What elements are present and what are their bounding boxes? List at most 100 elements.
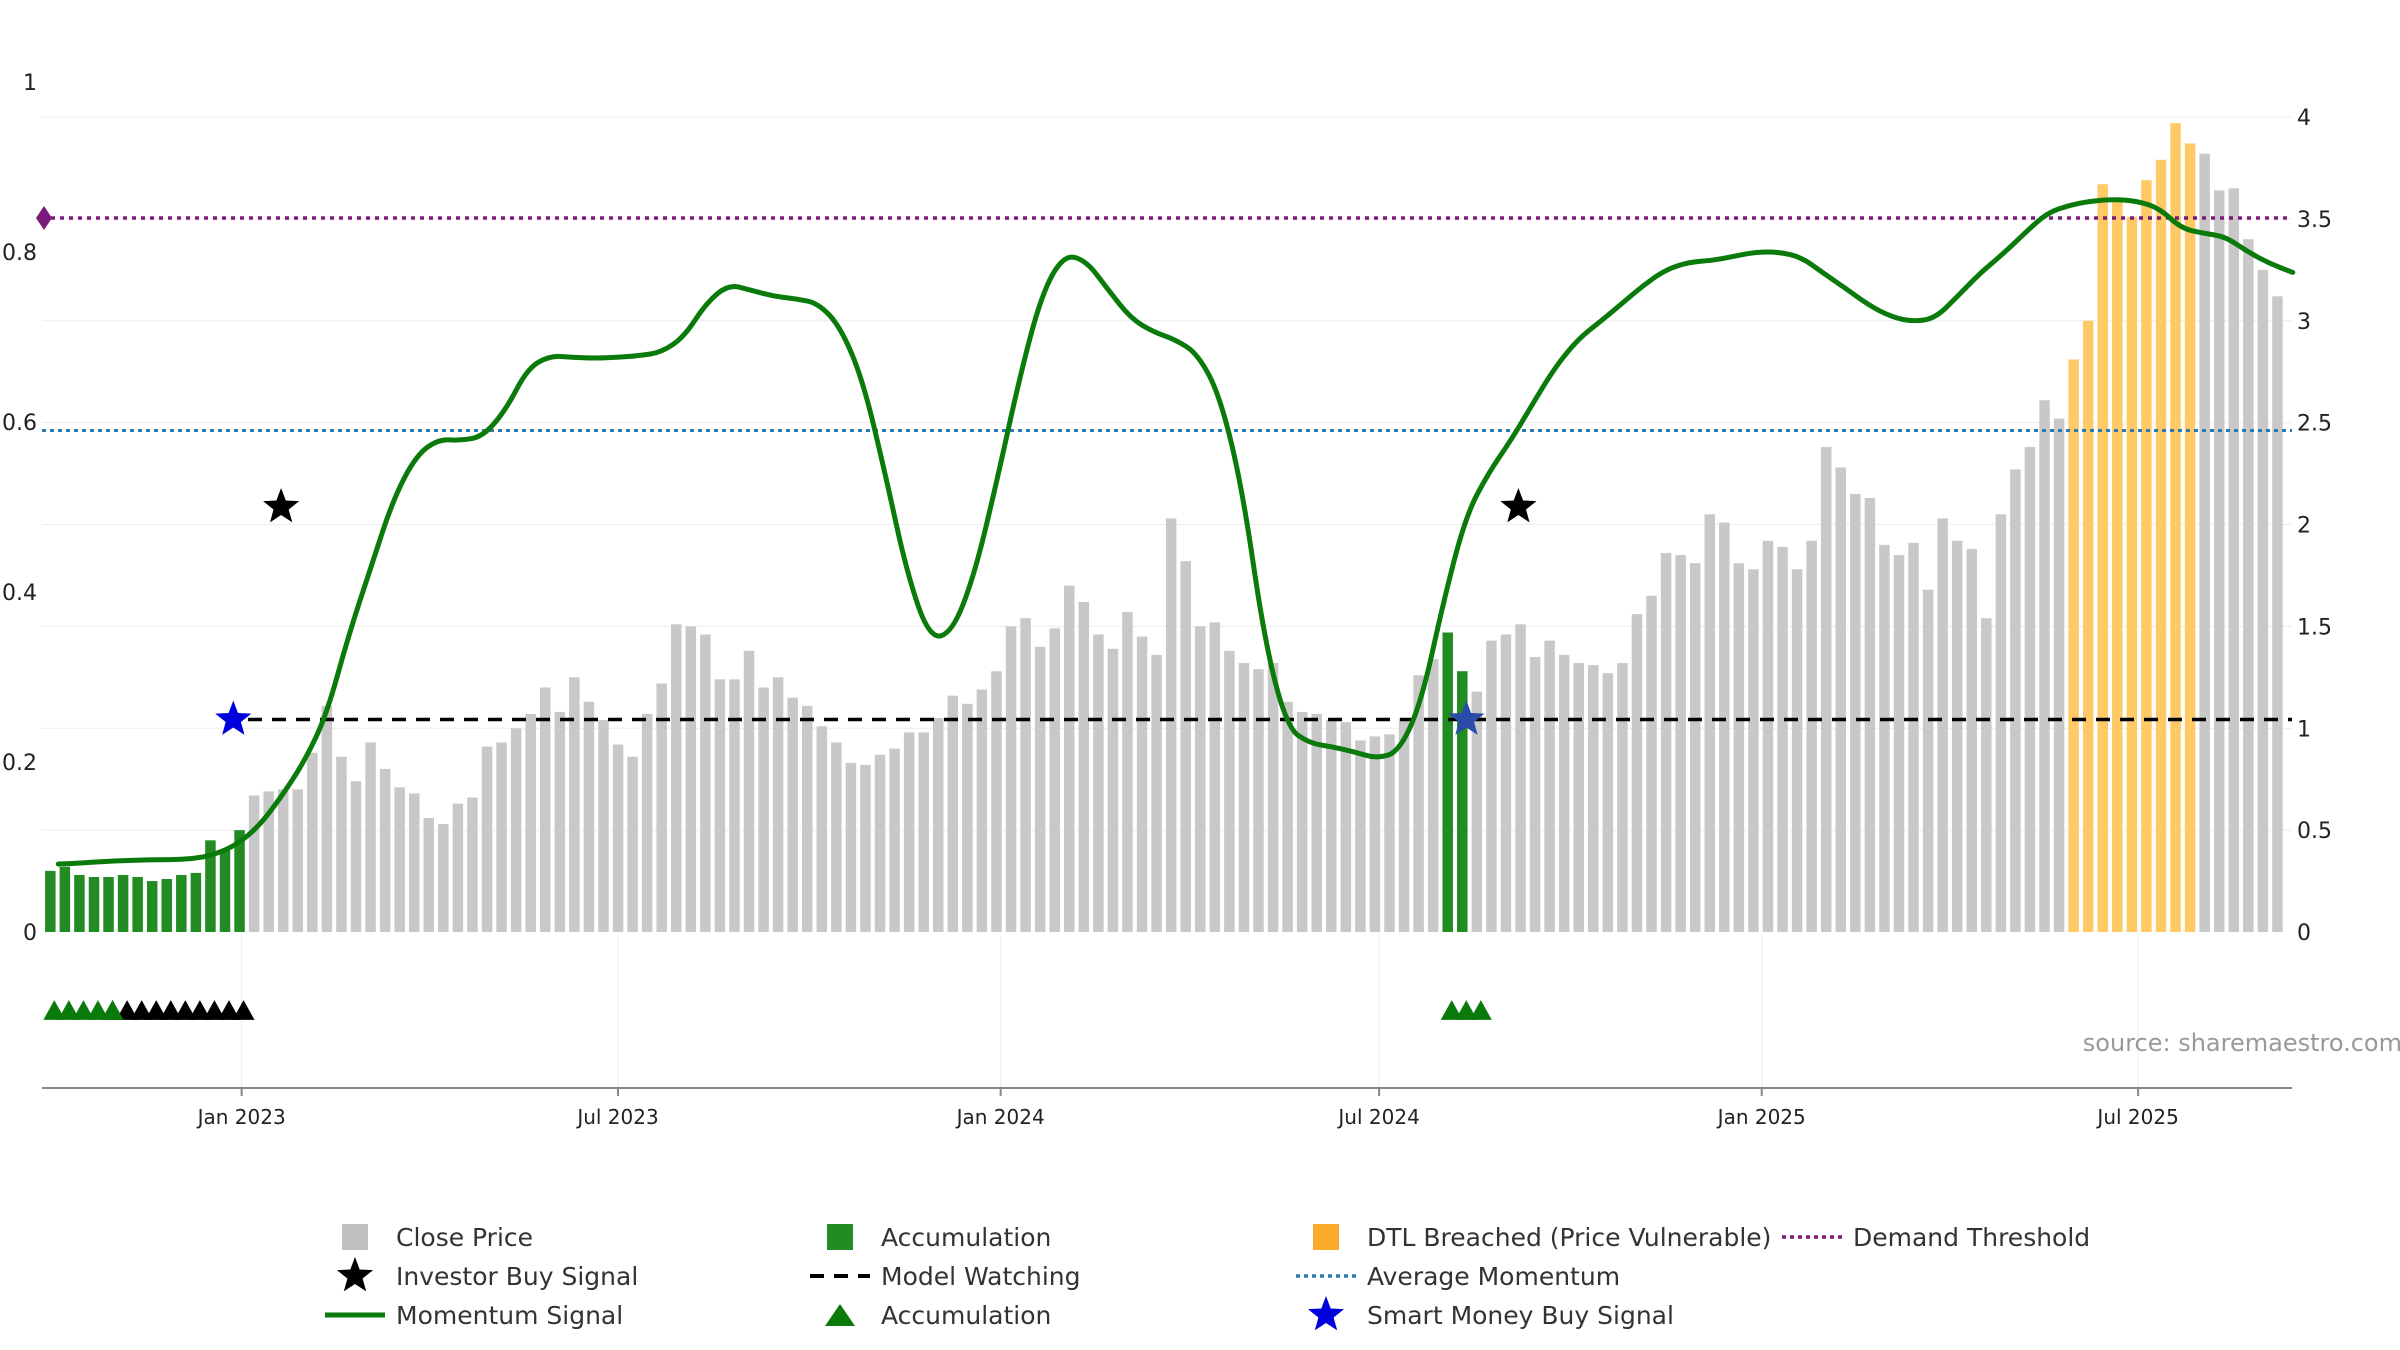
price-bar bbox=[1427, 658, 1439, 932]
price-bar bbox=[1835, 467, 1847, 932]
strip-black-triangle bbox=[116, 1000, 139, 1020]
price-bar bbox=[1951, 540, 1963, 932]
axes: Jan 2023 Jul 2023 Jan 2024 Jul 2024 Jan 2025… bbox=[2, 71, 2332, 1129]
price-bar bbox=[2039, 400, 2050, 932]
x-tick-label: Jul 2024 bbox=[1336, 1105, 1419, 1129]
left-tick-label: 0.4 bbox=[2, 581, 37, 606]
price-bar bbox=[787, 697, 798, 932]
price-bar bbox=[365, 742, 376, 932]
price-bar bbox=[700, 634, 711, 932]
price-bar bbox=[1602, 673, 1614, 932]
left-tick-label: 0 bbox=[23, 921, 37, 946]
price-bar bbox=[1864, 498, 1876, 932]
price-bar bbox=[947, 695, 959, 932]
right-tick-label: 3 bbox=[2297, 310, 2311, 335]
price-bar bbox=[1791, 569, 1803, 932]
price-bar bbox=[1762, 540, 1774, 932]
price-bar bbox=[132, 876, 143, 932]
price-bar bbox=[379, 769, 391, 932]
price-bar bbox=[1005, 626, 1017, 932]
price-bar bbox=[627, 756, 638, 932]
price-bar bbox=[1020, 618, 1031, 932]
left-tick-label: 1 bbox=[23, 71, 37, 96]
price-bar bbox=[1034, 646, 1046, 932]
price-bar bbox=[1355, 740, 1366, 932]
price-bar bbox=[1777, 546, 1788, 932]
investor-buy-star bbox=[1500, 488, 1537, 523]
strip-green-triangle bbox=[1455, 1000, 1478, 1020]
price-bar bbox=[1224, 650, 1235, 932]
strip-black-triangle bbox=[232, 1000, 255, 1020]
price-bar bbox=[1893, 555, 1905, 932]
price-bar bbox=[1966, 548, 1978, 932]
legend-label: Demand Threshold bbox=[1853, 1223, 2090, 1252]
legend-item: Smart Money Buy Signal bbox=[1307, 1296, 1674, 1331]
price-bar bbox=[1733, 563, 1745, 932]
legend-item: Close Price bbox=[342, 1223, 533, 1252]
price-bar bbox=[962, 703, 973, 932]
price-bar bbox=[1879, 544, 1890, 932]
legend-label: Accumulation bbox=[881, 1223, 1051, 1252]
price-bar bbox=[510, 728, 522, 932]
strip-green-triangle bbox=[72, 1000, 95, 1020]
price-bar bbox=[263, 791, 274, 932]
price-bar bbox=[2097, 184, 2109, 933]
legend-label: Close Price bbox=[396, 1223, 533, 1252]
price-bar bbox=[816, 726, 828, 932]
price-bar bbox=[394, 787, 405, 932]
price-bar bbox=[190, 872, 202, 932]
price-bar bbox=[205, 840, 216, 932]
price-bar bbox=[2243, 239, 2254, 932]
price-bar bbox=[1908, 542, 1919, 932]
legend-label: DTL Breached (Price Vulnerable) bbox=[1367, 1223, 1771, 1252]
price-bar bbox=[1486, 640, 1497, 932]
legend-item: Momentum Signal bbox=[325, 1301, 623, 1330]
price-bar bbox=[2272, 296, 2283, 932]
right-tick-label: 1 bbox=[2297, 717, 2311, 742]
right-tick-label: 2.5 bbox=[2297, 412, 2332, 437]
x-tick-label: Jan 2023 bbox=[196, 1105, 286, 1129]
left-tick-label: 0.6 bbox=[2, 411, 37, 436]
price-bar bbox=[729, 679, 740, 932]
price-bar bbox=[1558, 654, 1570, 932]
price-bar bbox=[2184, 143, 2196, 933]
momentum-line-group bbox=[55, 197, 2296, 867]
price-bar bbox=[452, 803, 464, 932]
legend-label: Average Momentum bbox=[1367, 1262, 1620, 1291]
price-bar bbox=[1442, 632, 1453, 932]
price-bar bbox=[1136, 636, 1148, 932]
price-bar bbox=[2213, 190, 2225, 933]
price-bar bbox=[2257, 269, 2269, 932]
price-bar bbox=[350, 781, 362, 932]
price-bar bbox=[918, 732, 929, 932]
price-bar bbox=[2228, 188, 2240, 932]
price-bar bbox=[496, 742, 507, 932]
price-bar bbox=[1151, 654, 1162, 932]
price-bar bbox=[1340, 722, 1352, 932]
legend-item: Accumulation bbox=[827, 1223, 1051, 1252]
strip-green-triangle bbox=[101, 1000, 124, 1020]
price-bar bbox=[1573, 663, 1584, 932]
smart-money-buy-star bbox=[215, 700, 252, 735]
price-bar bbox=[1748, 569, 1759, 932]
price-bar bbox=[74, 874, 85, 932]
price-bar bbox=[1267, 663, 1279, 932]
price-bar bbox=[146, 881, 158, 932]
strip-green-triangle bbox=[1469, 1000, 1492, 1020]
price-bar bbox=[1850, 493, 1861, 932]
price-bar bbox=[1078, 601, 1090, 932]
price-bar bbox=[1660, 553, 1672, 932]
x-tick-label: Jan 2024 bbox=[955, 1105, 1045, 1129]
price-bar bbox=[539, 687, 551, 932]
price-bar bbox=[1588, 665, 1599, 932]
investor-buy-star bbox=[263, 488, 300, 523]
legend-swatch-square bbox=[827, 1224, 853, 1250]
price-bar bbox=[2068, 359, 2079, 932]
price-bar bbox=[1093, 634, 1104, 932]
price-bar bbox=[2024, 447, 2036, 932]
demand-threshold-marker bbox=[36, 206, 52, 230]
price-bar bbox=[1384, 734, 1395, 932]
price-bar bbox=[831, 742, 842, 932]
price-bar bbox=[1922, 589, 1934, 932]
